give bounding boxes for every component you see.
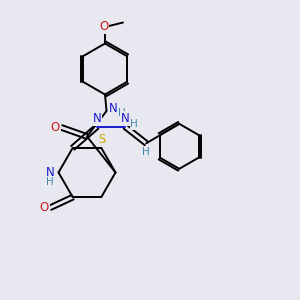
Text: H: H <box>142 147 150 157</box>
Text: H: H <box>46 177 54 187</box>
Text: O: O <box>40 201 49 214</box>
Text: N: N <box>46 166 55 179</box>
Text: S: S <box>98 133 106 146</box>
Text: O: O <box>51 121 60 134</box>
Text: H: H <box>118 108 126 118</box>
Text: N: N <box>109 101 118 115</box>
Text: O: O <box>99 20 108 34</box>
Text: H: H <box>130 119 138 129</box>
Text: N: N <box>92 112 101 125</box>
Text: N: N <box>121 112 130 125</box>
